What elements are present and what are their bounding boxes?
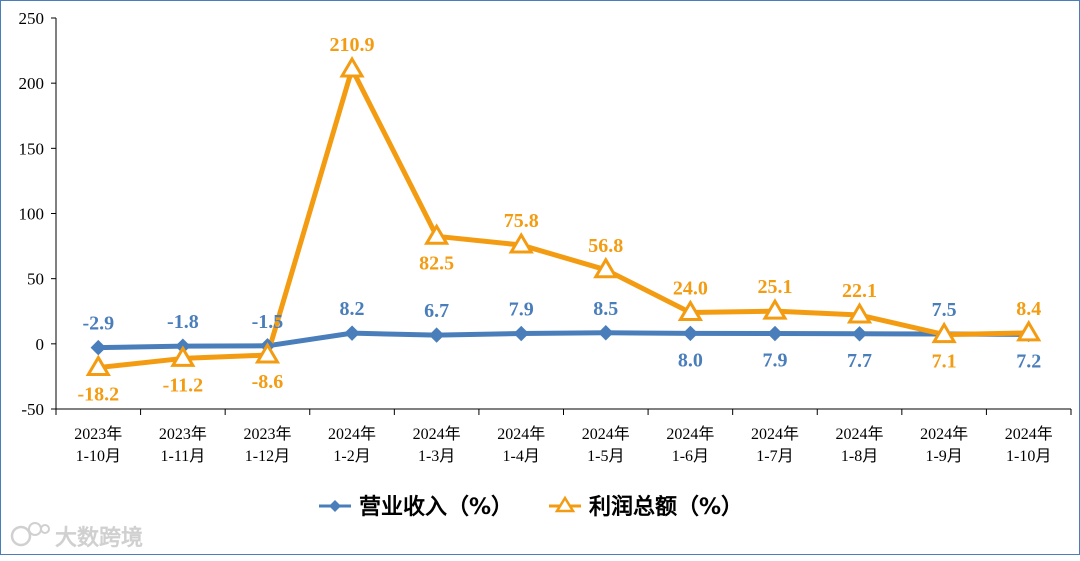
profit-marker bbox=[846, 302, 873, 324]
revenue-marker bbox=[90, 339, 106, 356]
x-tick-label-period: 1-4月 bbox=[503, 448, 540, 465]
profit-marker bbox=[339, 56, 365, 78]
x-tick-label-year: 2024年 bbox=[666, 425, 714, 443]
profit-data-label: -18.2 bbox=[77, 384, 119, 406]
legend-label-revenue: 营业收入（%） bbox=[359, 494, 513, 520]
x-tick-label-period: 1-3月 bbox=[418, 448, 455, 465]
x-tick-label-period: 1-9月 bbox=[925, 448, 962, 465]
y-tick-label: 100 bbox=[19, 205, 45, 224]
revenue-marker bbox=[513, 325, 529, 342]
x-tick-label-period: 1-8月 bbox=[841, 448, 878, 465]
revenue-data-label: 6.7 bbox=[424, 300, 449, 322]
x-tick-label-year: 2024年 bbox=[328, 425, 376, 443]
profit-marker bbox=[762, 298, 788, 320]
revenue-data-label: -1.8 bbox=[167, 311, 199, 333]
x-tick-label-period: 1-7月 bbox=[756, 448, 793, 465]
legend-triangle-icon bbox=[554, 495, 576, 513]
series-layer bbox=[85, 56, 1042, 377]
watermark: 大数跨境 bbox=[10, 522, 143, 551]
profit-data-label: 82.5 bbox=[419, 252, 454, 274]
legend-label-profit: 利润总额（%） bbox=[589, 494, 743, 520]
axes: -50 0 50 100 150 200 250 2023年 1-10月 2023年 1-11月 20… bbox=[19, 9, 1072, 465]
revenue-data-label: 7.2 bbox=[1016, 350, 1041, 372]
x-tick-label-year: 2024年 bbox=[836, 425, 884, 443]
revenue-data-label: 8.2 bbox=[340, 298, 365, 320]
revenue-data-label: 7.9 bbox=[762, 350, 787, 372]
profit-data-label: 25.1 bbox=[757, 276, 792, 298]
profit-marker bbox=[1016, 319, 1042, 342]
x-tick-label-year: 2024年 bbox=[751, 425, 799, 443]
x-tick-label-period: 1-11月 bbox=[161, 448, 206, 465]
legend-diamond-icon bbox=[329, 500, 341, 512]
profit-data-label: 210.9 bbox=[330, 34, 375, 56]
profit-data-label: 7.1 bbox=[932, 351, 957, 373]
series-line-profit bbox=[98, 66, 1029, 371]
x-tick-label-year: 2024年 bbox=[413, 425, 461, 443]
revenue-data-label: 7.7 bbox=[847, 350, 872, 372]
profit-marker bbox=[424, 223, 450, 245]
profit-marker bbox=[170, 345, 196, 367]
revenue-data-label: -1.5 bbox=[252, 311, 284, 333]
y-tick-label: 50 bbox=[27, 270, 44, 289]
revenue-marker bbox=[767, 325, 783, 342]
profit-data-label: -11.2 bbox=[163, 374, 204, 396]
revenue-data-label: 8.5 bbox=[593, 298, 618, 320]
x-tick-label-year: 2024年 bbox=[497, 425, 545, 443]
profit-marker bbox=[593, 256, 619, 279]
y-tick-label: 0 bbox=[36, 335, 45, 354]
x-tick-label-year: 2023年 bbox=[243, 425, 291, 443]
profit-data-label: 8.4 bbox=[1016, 298, 1041, 320]
x-tick-label-year: 2023年 bbox=[74, 425, 122, 443]
data-labels: -2.9 -1.8 -1.5 8.2 6.7 7.9 8.5 8.0 7.9 7.7 7.5 7.2 -… bbox=[77, 34, 1041, 406]
profit-data-label: 22.1 bbox=[842, 280, 877, 302]
legend: 营业收入（%） 利润总额（%） bbox=[319, 494, 743, 520]
profit-marker bbox=[508, 232, 534, 254]
watermark-logo-icon bbox=[10, 522, 50, 547]
x-tick-label-year: 2024年 bbox=[1005, 425, 1053, 443]
profit-marker bbox=[85, 354, 111, 377]
x-tick-label-period: 1-2月 bbox=[333, 448, 370, 465]
revenue-marker bbox=[682, 325, 699, 342]
revenue-data-label: 7.9 bbox=[509, 299, 534, 321]
profit-data-label: 24.0 bbox=[673, 278, 708, 300]
watermark-text: 大数跨境 bbox=[55, 525, 143, 551]
profit-data-label: 75.8 bbox=[504, 210, 539, 232]
x-tick-label-year: 2024年 bbox=[582, 425, 630, 443]
y-tick-label: 150 bbox=[19, 139, 45, 158]
x-tick-label-year: 2023年 bbox=[159, 425, 207, 443]
series-line-revenue bbox=[98, 330, 1029, 351]
profit-data-label: 56.8 bbox=[588, 235, 623, 257]
revenue-marker bbox=[428, 327, 445, 343]
x-tick-label-period: 1-5月 bbox=[587, 448, 624, 465]
profit-marker bbox=[677, 299, 703, 322]
x-tick-label-period: 1-6月 bbox=[672, 448, 709, 465]
profit-marker bbox=[254, 342, 281, 364]
x-tick-label-year: 2024年 bbox=[920, 425, 968, 443]
revenue-data-label: 8.0 bbox=[678, 349, 703, 371]
x-tick-label-period: 1-10月 bbox=[1006, 448, 1051, 465]
profit-data-label: -8.6 bbox=[252, 371, 284, 393]
revenue-data-label: 7.5 bbox=[932, 299, 957, 321]
y-tick-label: 200 bbox=[19, 74, 45, 93]
y-tick-label: -50 bbox=[21, 400, 44, 419]
revenue-marker bbox=[851, 326, 868, 342]
revenue-data-label: -2.9 bbox=[82, 313, 114, 335]
x-tick-label-period: 1-12月 bbox=[245, 448, 290, 465]
revenue-marker bbox=[598, 325, 614, 341]
revenue-marker bbox=[344, 325, 360, 341]
x-tick-label-period: 1-10月 bbox=[76, 448, 121, 465]
y-tick-label: 250 bbox=[19, 9, 45, 28]
profit-marker bbox=[931, 321, 957, 344]
